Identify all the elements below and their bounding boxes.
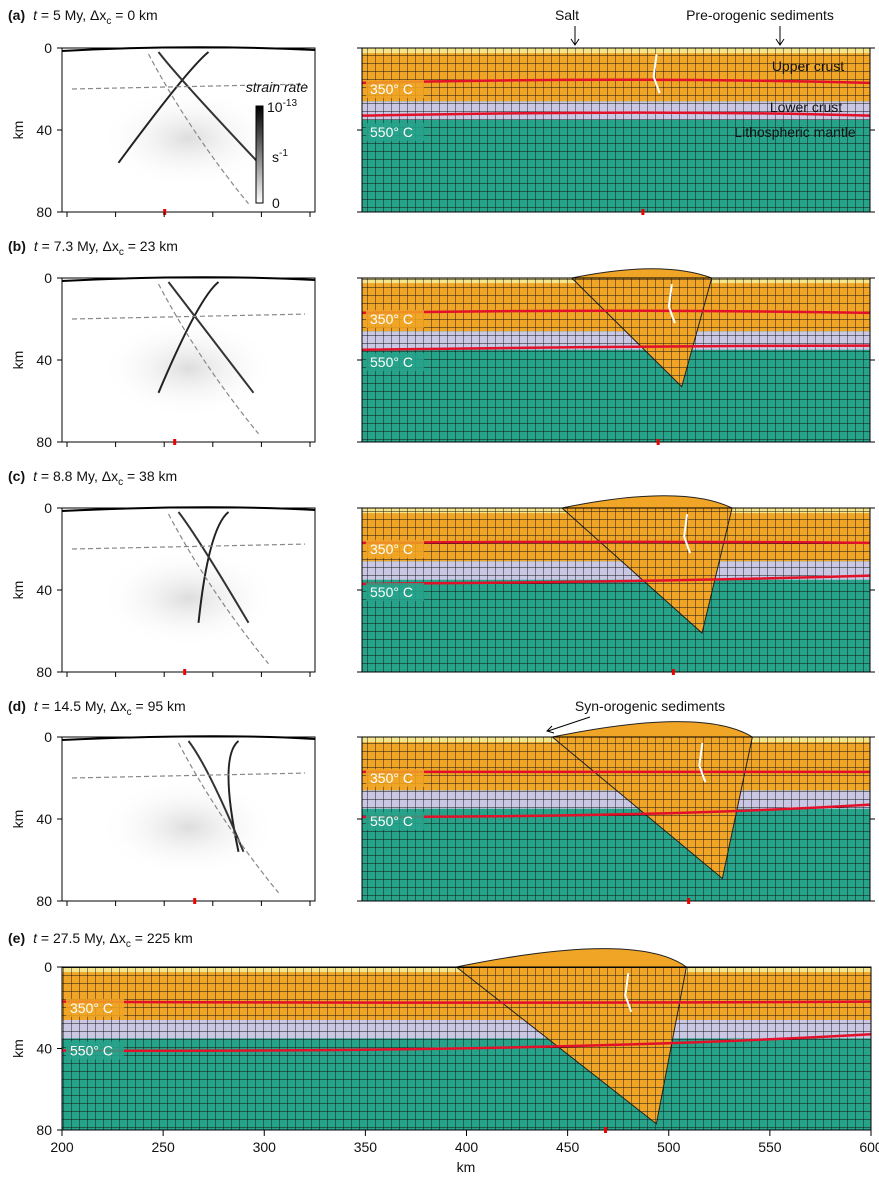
ref-marker bbox=[687, 898, 690, 904]
x-tick-label: 200 bbox=[50, 1139, 74, 1155]
ref-marker bbox=[672, 669, 675, 675]
y-tick-label: 80 bbox=[36, 434, 52, 450]
ref-marker bbox=[173, 439, 176, 445]
annotation: Salt bbox=[555, 7, 579, 23]
x-tick-label: 600 bbox=[859, 1139, 879, 1155]
panel-label: (a) bbox=[8, 7, 25, 23]
y-tick-label: 40 bbox=[36, 582, 52, 598]
annotation: Lithospheric mantle bbox=[734, 124, 856, 140]
x-axis-label: km bbox=[457, 1159, 476, 1175]
temp-label: 550° C bbox=[370, 584, 413, 600]
isotherm-350 bbox=[62, 1002, 871, 1003]
x-tick-label: 250 bbox=[151, 1139, 175, 1155]
cb-top-exp: -13 bbox=[283, 98, 298, 109]
annotation: Pre-orogenic sediments bbox=[686, 7, 834, 23]
cb-top: 10 bbox=[267, 99, 283, 115]
y-axis-label: km bbox=[10, 121, 26, 140]
mesh bbox=[362, 737, 870, 901]
annotation: Syn-orogenic sediments bbox=[575, 698, 725, 714]
y-tick-label: 80 bbox=[36, 204, 52, 220]
x-tick-label: 450 bbox=[556, 1139, 580, 1155]
time-text: = 14.5 My, Δx bbox=[38, 698, 127, 714]
x-tick-label: 300 bbox=[253, 1139, 277, 1155]
panel-title: (e)t = 27.5 My, Δxc = 225 km bbox=[8, 930, 193, 950]
temp-label: 550° C bbox=[370, 124, 413, 140]
x-tick-label: 500 bbox=[657, 1139, 681, 1155]
ref-marker bbox=[193, 898, 196, 904]
mesh bbox=[362, 278, 870, 442]
panel-title: (b)t = 7.3 My, Δxc = 23 km bbox=[8, 238, 178, 258]
y-axis-label: km bbox=[10, 1039, 26, 1058]
annotation: Lower crust bbox=[770, 99, 842, 115]
time-text: = 8.8 My, Δx bbox=[37, 468, 118, 484]
temp-label: 350° C bbox=[370, 311, 413, 327]
colorbar-title: strain rate bbox=[246, 79, 308, 95]
strain-haze bbox=[99, 88, 279, 188]
temp-label: 350° C bbox=[370, 541, 413, 557]
temp-label: 350° C bbox=[370, 81, 413, 97]
time-rest: = 23 km bbox=[124, 238, 178, 254]
arrow bbox=[571, 26, 579, 45]
y-tick-label: 80 bbox=[36, 1122, 52, 1138]
temp-label: 350° C bbox=[370, 770, 413, 786]
time-text: = 5 My, Δx bbox=[37, 7, 106, 23]
y-tick-label: 80 bbox=[36, 664, 52, 680]
panel-title: (a)t = 5 My, Δxc = 0 km bbox=[8, 7, 158, 27]
panel-label: (e) bbox=[8, 930, 25, 946]
y-axis-label: km bbox=[10, 810, 26, 829]
colorbar-bottom: 0 bbox=[272, 195, 280, 211]
y-tick-label: 40 bbox=[36, 1041, 52, 1057]
cb-unit: s bbox=[272, 149, 279, 165]
y-tick-label: 0 bbox=[44, 500, 52, 516]
y-axis-label: km bbox=[10, 581, 26, 600]
strain-haze bbox=[99, 548, 279, 648]
y-tick-label: 0 bbox=[44, 729, 52, 745]
y-tick-label: 40 bbox=[36, 122, 52, 138]
x-tick-label: 550 bbox=[758, 1139, 782, 1155]
panel-label: (d) bbox=[8, 698, 26, 714]
y-tick-label: 0 bbox=[44, 959, 52, 975]
annotation: Upper crust bbox=[772, 58, 844, 74]
panel-label: (c) bbox=[8, 468, 25, 484]
temp-label: 350° C bbox=[70, 1000, 113, 1016]
time-rest: = 38 km bbox=[123, 468, 177, 484]
panel-title: (c)t = 8.8 My, Δxc = 38 km bbox=[8, 468, 177, 488]
isotherm-350 bbox=[362, 542, 870, 543]
strain-haze bbox=[99, 318, 279, 418]
mesh bbox=[362, 508, 870, 672]
panel-title: (d)t = 14.5 My, Δxc = 95 km bbox=[8, 698, 186, 718]
temp-label: 550° C bbox=[70, 1043, 113, 1059]
y-tick-label: 0 bbox=[44, 270, 52, 286]
arrow bbox=[776, 26, 784, 45]
figure: (a)t = 5 My, Δxc = 0 km 350° C 550° C 0 40 80… bbox=[0, 0, 879, 1183]
time-rest: = 0 km bbox=[111, 7, 157, 23]
y-tick-label: 40 bbox=[36, 352, 52, 368]
strain-haze bbox=[99, 777, 279, 877]
x-tick-label: 350 bbox=[354, 1139, 378, 1155]
temp-label: 550° C bbox=[370, 813, 413, 829]
time-text: = 27.5 My, Δx bbox=[37, 930, 126, 946]
cb-unit-exp: -1 bbox=[279, 148, 288, 159]
time-rest: = 95 km bbox=[132, 698, 186, 714]
ref-marker bbox=[641, 209, 644, 215]
y-tick-label: 0 bbox=[44, 40, 52, 56]
y-tick-label: 40 bbox=[36, 811, 52, 827]
y-axis-label: km bbox=[10, 351, 26, 370]
temp-label: 550° C bbox=[370, 354, 413, 370]
x-tick-label: 400 bbox=[455, 1139, 479, 1155]
time-rest: = 225 km bbox=[131, 930, 193, 946]
time-text: = 7.3 My, Δx bbox=[38, 238, 119, 254]
panel-label: (b) bbox=[8, 238, 26, 254]
ref-marker bbox=[604, 1127, 607, 1133]
ref-marker bbox=[657, 439, 660, 445]
ref-marker bbox=[183, 669, 186, 675]
y-tick-label: 80 bbox=[36, 893, 52, 909]
colorbar bbox=[256, 106, 263, 203]
